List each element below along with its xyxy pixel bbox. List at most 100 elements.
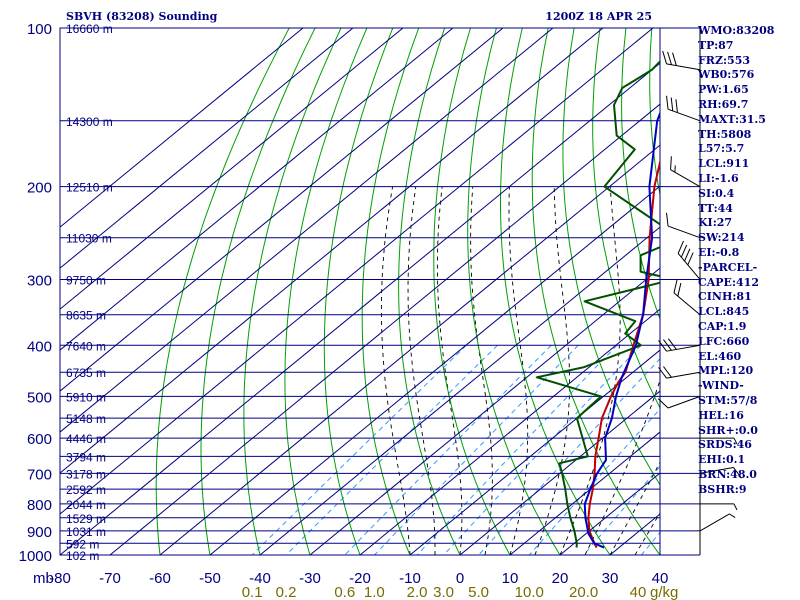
index-item: LFC:660: [698, 334, 750, 348]
x-tick-label: -70: [99, 570, 121, 587]
height-label: 2044 m: [66, 498, 106, 512]
wind-barb: [662, 50, 701, 71]
height-label: 12510 m: [66, 181, 113, 195]
isotherm: [309, 267, 660, 555]
barb-flag: [684, 248, 691, 262]
y-tick-label: 100: [27, 21, 52, 38]
wind-barb: [657, 395, 701, 409]
y-tick-label: 300: [27, 272, 52, 289]
index-item: EI:-0.8: [698, 245, 740, 259]
barb-staff: [699, 513, 730, 532]
x-tick-label: 20: [552, 570, 569, 587]
y-tick-label: 600: [27, 431, 52, 448]
wind-barb: [670, 156, 701, 188]
y-tick-label: 400: [27, 338, 52, 355]
x-tick-label: -10: [399, 570, 421, 587]
isotherm: [359, 308, 660, 555]
height-label: 102 m: [66, 549, 99, 563]
x-tick-label: 0: [456, 570, 464, 587]
barb-staff: [699, 466, 734, 474]
isotherm: [60, 62, 660, 555]
y-tick-label: 900: [27, 524, 52, 541]
barb-flag: [672, 52, 677, 66]
index-item: LCL:845: [698, 305, 750, 319]
height-label: 3794 m: [66, 450, 106, 464]
mixing-ratio-label: 0.6: [334, 584, 355, 600]
mixing-ratio-label: 40: [630, 584, 647, 600]
x-unit-label: mb: [33, 570, 54, 587]
plot-border: [59, 27, 661, 556]
y-tick-label: 200: [27, 180, 52, 197]
moist-adiabat: [407, 186, 436, 555]
mixing-ratio-label: 5.0: [468, 584, 489, 600]
index-item: BRN:48.0: [698, 467, 757, 481]
moist-adiabat: [559, 186, 621, 555]
isotherm: [209, 185, 660, 555]
x-tick-label: -20: [349, 570, 371, 587]
height-label: 6735 m: [66, 366, 106, 380]
wind-barb: [699, 466, 742, 479]
moist-adiabat: [436, 186, 463, 555]
mixing-ratio-label: 20.0: [569, 584, 598, 600]
mixing-ratio-label: 1.0: [364, 584, 385, 600]
x-tick-label: 40: [652, 570, 669, 587]
barb-flag: [677, 240, 684, 254]
barb-flag: [675, 99, 678, 113]
wind-barb: [700, 503, 738, 511]
height-label: 4446 m: [66, 432, 106, 446]
height-label: 1529 m: [66, 512, 106, 526]
y-tick-label: 700: [27, 466, 52, 483]
isotherm: [60, 28, 504, 392]
barb-staff: [667, 108, 701, 122]
wind-barb: [666, 212, 701, 239]
dry-adiabat: [284, 28, 368, 555]
x-tick-label: -50: [199, 570, 221, 587]
sounding-profiles: [535, 60, 660, 549]
index-item: BSHR:9: [698, 482, 747, 496]
index-item: TH:5808: [698, 127, 752, 141]
parcel-profile: [583, 110, 660, 549]
index-item: WB0:576: [698, 68, 755, 82]
x-tick-label: -40: [249, 570, 271, 587]
dry-adiabat: [200, 28, 316, 555]
height-label: 1031 m: [66, 525, 106, 539]
index-item: L57:5.7: [698, 142, 745, 156]
index-item: SW:214: [698, 231, 745, 245]
height-label: 11030 m: [66, 232, 112, 246]
isotherm: [409, 349, 660, 555]
index-item: TT:44: [698, 201, 733, 215]
barb-flag: [680, 244, 688, 258]
barb-flag: [733, 467, 742, 479]
barb-staff: [666, 344, 701, 352]
temperature-profile: [587, 158, 660, 549]
dry-adiabat: [433, 28, 511, 555]
index-item: FRZ:553: [698, 53, 751, 67]
barb-half-flag: [733, 503, 738, 511]
barb-half-flag: [729, 513, 736, 518]
isotherm: [60, 28, 554, 433]
barb-flag: [666, 212, 669, 227]
isotherm: [60, 28, 354, 269]
mixing-ratio-unit: g/kg: [650, 584, 678, 600]
barb-half-flag: [674, 165, 676, 173]
index-item: MPL:120: [698, 364, 754, 378]
indices-panel: WMO:83208 TP:87 FRZ:553 WB0:576 PW:1.65 RH:69…: [698, 24, 798, 498]
isotherm: [459, 390, 660, 555]
barb-flag: [670, 156, 672, 170]
isotherm: [60, 28, 604, 474]
moist-adiabat: [508, 186, 529, 555]
dry-adiabat: [155, 28, 290, 555]
barb-flag: [670, 97, 674, 111]
mixing-ratio-line: [251, 344, 467, 555]
index-item: SRDS:46: [698, 438, 752, 452]
x-tick-label: -60: [149, 570, 171, 587]
index-item: SI:0.4: [698, 186, 735, 200]
index-item: -WIND-: [698, 379, 744, 393]
moist-adiabat: [380, 186, 411, 555]
mixing-ratio-label: 10.0: [515, 584, 544, 600]
x-tick-label: 10: [502, 570, 519, 587]
wind-barb: [699, 513, 736, 532]
chart-title: SBVH (83208) Sounding: [66, 10, 218, 23]
isotherm: [259, 226, 660, 555]
